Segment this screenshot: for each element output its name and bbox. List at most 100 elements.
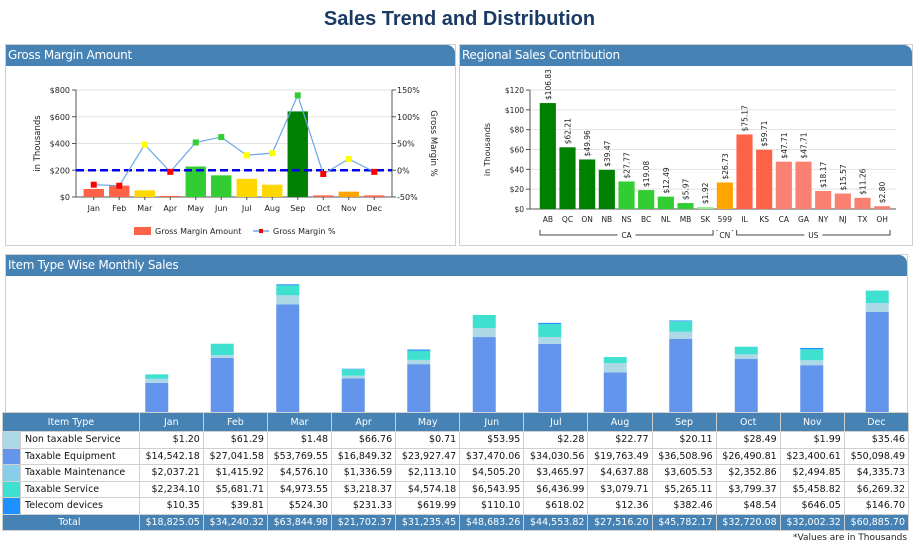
column-header-may[interactable]: May [395, 412, 461, 432]
x-tick-label: CA [779, 215, 790, 224]
column-header-jun[interactable]: Jun [459, 412, 525, 432]
table-cell: $2,494.85 [779, 464, 845, 482]
regional-sales-panel-header: Regional Sales Contribution [460, 45, 912, 66]
y-axis-label: in Thousands [33, 115, 43, 172]
region-bar-label: $27.77 [623, 152, 632, 178]
group-label-bg [715, 231, 734, 239]
table-cell: $1,415.92 [202, 464, 268, 482]
x-tick-label: Jan [87, 204, 100, 213]
column-header-nov[interactable]: Nov [779, 412, 845, 432]
region-bar [697, 207, 714, 209]
stacked-segment-taxable-equipment [341, 378, 365, 412]
table-cell: $1.20 [138, 431, 204, 449]
region-bar [618, 181, 635, 209]
column-header-aug[interactable]: Aug [587, 412, 653, 432]
stacked-segment-taxable-maintenance [341, 375, 365, 379]
item-type-panel-header: Item Type Wise Monthly Sales [6, 255, 907, 276]
table-cell: $66.76 [331, 431, 397, 449]
stacked-segment-taxable-equipment [276, 304, 300, 412]
stacked-segment-telecom-devices [669, 320, 693, 322]
table-cell: $4,973.55 [266, 480, 333, 498]
x-tick-label: BC [641, 215, 651, 224]
table-cell: $16,849.32 [331, 447, 397, 465]
region-bar [815, 190, 832, 209]
stacked-segment-taxable-maintenance [865, 303, 889, 312]
region-bar [834, 193, 851, 209]
table-row: Taxable Service $2,234.10 $5,681.71 $4,973.… [2, 480, 910, 498]
region-bar [677, 203, 694, 209]
legend-marker-pct [259, 229, 263, 233]
region-bar [579, 159, 596, 209]
region-bar [716, 182, 733, 209]
table-cell: $22.77 [587, 431, 653, 449]
column-header-jul[interactable]: Jul [523, 412, 589, 432]
table-cell: $1.99 [779, 431, 845, 449]
gross-margin-pct-marker [218, 134, 225, 141]
stacked-segment-taxable-equipment [865, 311, 889, 412]
gross-margin-bar [134, 190, 155, 197]
table-cell: $3,218.37 [331, 480, 397, 498]
gross-margin-bar [338, 191, 359, 197]
row-label: Taxable Service [20, 480, 140, 498]
column-header-apr[interactable]: Apr [331, 412, 397, 432]
column-header-jan[interactable]: Jan [138, 412, 204, 432]
legend-label-pct: Gross Margin % [273, 227, 336, 236]
x-tick-label: Sep [290, 204, 305, 213]
stacked-segment-taxable-maintenance [603, 363, 627, 373]
legend-swatch [2, 497, 21, 515]
stacked-segment-taxable-equipment [734, 359, 758, 412]
gross-margin-pct-marker [371, 168, 378, 175]
column-header-mar[interactable]: Mar [266, 412, 333, 432]
x-tick-label: QC [562, 215, 573, 224]
gross-margin-pct-marker [167, 168, 174, 175]
region-bar [559, 147, 576, 209]
table-cell: $2,037.21 [138, 464, 204, 482]
gross-margin-panel: Gross Margin Amount $0 $200 $400 $600 $800 -5… [5, 44, 456, 246]
row-label: Taxable Equipment [20, 447, 140, 465]
column-header-feb[interactable]: Feb [202, 412, 268, 432]
total-cell: $63,844.98 [266, 513, 333, 531]
stacked-segment-taxable-maintenance [472, 328, 496, 338]
column-header-oct[interactable]: Oct [715, 412, 781, 432]
x-tick-label: NJ [839, 215, 847, 224]
stacked-segment-taxable-maintenance [538, 337, 562, 344]
column-header-dec[interactable]: Dec [843, 412, 910, 432]
table-cell: $1,336.59 [331, 464, 397, 482]
column-header-sep[interactable]: Sep [651, 412, 717, 432]
x-tick-label: Feb [112, 204, 126, 213]
gross-margin-bar [83, 188, 104, 197]
total-row: Total $18,825.05 $34,240.32 $63,844.98 $21,7… [2, 513, 910, 531]
table-cell: $36,508.96 [651, 447, 717, 465]
table-cell: $2,352.86 [715, 464, 781, 482]
table-cell: $4,505.20 [459, 464, 525, 482]
table-cell: $110.10 [459, 497, 525, 515]
stacked-segment-taxable-equipment [538, 343, 562, 412]
table-cell: $12.36 [587, 497, 653, 515]
legend-swatch [2, 447, 21, 465]
total-cell: $32,720.08 [715, 513, 781, 531]
table-cell: $619.99 [395, 497, 461, 515]
y-tick-label: $120 [505, 86, 524, 95]
stacked-segment-taxable-maintenance [734, 354, 758, 360]
table-cell: $524.30 [266, 497, 333, 515]
gross-margin-chart: $0 $200 $400 $600 $800 -50% 0% 50% 100% 150% in Th… [33, 86, 438, 236]
table-cell: $48.54 [715, 497, 781, 515]
region-bar-label: $26.73 [721, 153, 730, 179]
group-label-bg [617, 231, 636, 239]
table-cell: $10.35 [138, 497, 204, 515]
region-bar-label: $12.49 [662, 167, 671, 193]
table-cell: $4,574.18 [395, 480, 461, 498]
y2-tick-label: -50% [397, 193, 418, 202]
x-tick-label: Oct [316, 204, 330, 213]
x-tick-label: NB [601, 215, 612, 224]
table-cell: $382.46 [651, 497, 717, 515]
gross-margin-bar [185, 166, 206, 197]
gross-margin-pct-line [93, 93, 375, 187]
table-cell: $2,113.10 [395, 464, 461, 482]
column-header-item-type[interactable]: Item Type [2, 412, 140, 432]
x-tick-label: May [187, 204, 204, 213]
group-label: CA [621, 231, 632, 240]
stacked-segment-taxable-service [800, 349, 824, 361]
table-cell: $37,470.06 [459, 447, 525, 465]
table-cell: $6,269.32 [843, 480, 910, 498]
